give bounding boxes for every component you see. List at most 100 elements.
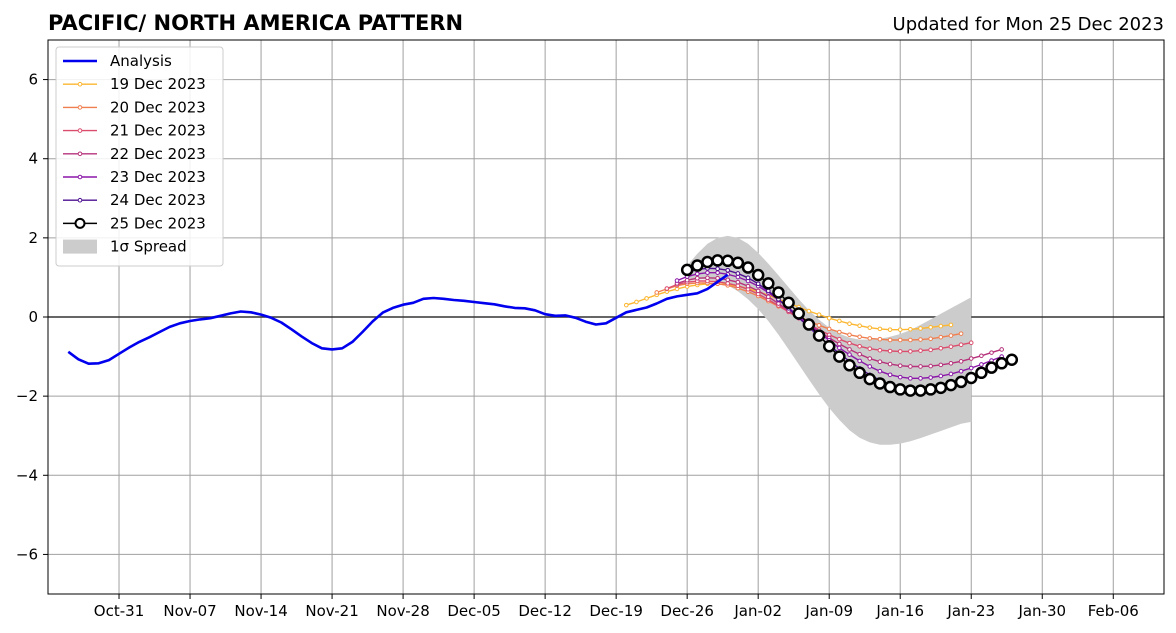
data-point bbox=[954, 375, 968, 389]
data-point bbox=[735, 271, 741, 276]
data-point bbox=[623, 302, 629, 308]
data-point bbox=[847, 340, 852, 346]
data-point bbox=[944, 378, 958, 392]
data-point bbox=[695, 275, 700, 281]
data-point bbox=[938, 362, 944, 368]
legend-entry: 24 Dec 2023 bbox=[63, 191, 206, 209]
data-point bbox=[711, 254, 724, 267]
data-point bbox=[968, 356, 974, 361]
data-point bbox=[826, 326, 832, 332]
y-tick-label: −4 bbox=[16, 466, 38, 484]
data-point bbox=[833, 350, 846, 363]
legend-entry: 19 Dec 2023 bbox=[63, 75, 206, 93]
data-point bbox=[792, 307, 806, 320]
data-point bbox=[725, 277, 731, 283]
data-point bbox=[715, 275, 720, 281]
legend-entry: 22 Dec 2023 bbox=[63, 145, 206, 163]
data-point bbox=[979, 362, 984, 367]
x-tick-label: Jan-30 bbox=[1017, 602, 1066, 620]
data-point bbox=[857, 323, 862, 329]
data-point bbox=[731, 256, 745, 270]
data-point bbox=[684, 277, 690, 283]
data-point bbox=[644, 296, 649, 301]
legend-label: 19 Dec 2023 bbox=[110, 75, 206, 93]
data-point bbox=[857, 334, 862, 340]
data-point bbox=[725, 268, 731, 273]
legend-marker bbox=[74, 217, 86, 229]
legend-marker bbox=[77, 151, 83, 157]
y-tick-label: 0 bbox=[28, 308, 38, 326]
data-point bbox=[776, 301, 781, 306]
data-point bbox=[812, 329, 826, 342]
data-point bbox=[887, 337, 893, 343]
data-point bbox=[968, 340, 974, 346]
data-point bbox=[958, 331, 964, 336]
legend-swatch bbox=[63, 239, 97, 254]
data-point bbox=[928, 324, 933, 330]
x-tick-label: Oct-31 bbox=[94, 602, 144, 620]
data-point bbox=[837, 341, 842, 347]
data-point bbox=[725, 281, 731, 286]
data-point bbox=[715, 266, 720, 272]
data-point bbox=[948, 333, 954, 338]
data-point bbox=[918, 348, 923, 353]
data-point bbox=[745, 275, 751, 281]
data-point bbox=[735, 279, 741, 285]
data-point bbox=[897, 327, 903, 332]
data-point bbox=[755, 281, 761, 287]
x-tick-label: Nov-07 bbox=[163, 602, 216, 620]
legend-entry: 21 Dec 2023 bbox=[63, 122, 206, 140]
data-point bbox=[867, 356, 873, 361]
data-point bbox=[816, 323, 822, 328]
data-point bbox=[782, 296, 795, 310]
data-point bbox=[745, 283, 751, 289]
data-point bbox=[948, 360, 954, 366]
data-point bbox=[887, 348, 893, 354]
data-point bbox=[914, 384, 927, 397]
data-point bbox=[867, 364, 873, 369]
legend-marker bbox=[77, 81, 83, 87]
data-point bbox=[816, 312, 822, 317]
data-point bbox=[877, 326, 883, 332]
x-axis: Oct-31 Nov-07 Nov-14 Nov-21 Nov-28 Dec-05 Dec-… bbox=[94, 594, 1139, 620]
legend-box bbox=[55, 46, 224, 267]
data-point bbox=[705, 270, 710, 275]
data-point bbox=[938, 334, 944, 340]
data-point bbox=[934, 381, 948, 395]
x-tick-label: Jan-23 bbox=[946, 602, 995, 620]
data-point bbox=[873, 377, 887, 390]
data-point bbox=[897, 337, 903, 343]
data-point bbox=[877, 359, 883, 365]
data-point bbox=[908, 337, 913, 343]
data-point bbox=[893, 383, 907, 396]
data-point bbox=[766, 288, 771, 294]
data-point bbox=[857, 351, 862, 357]
data-point bbox=[995, 357, 1008, 370]
legend-label: 24 Dec 2023 bbox=[110, 191, 206, 209]
data-point bbox=[847, 332, 852, 338]
data-point bbox=[948, 371, 954, 377]
series-layer bbox=[67, 254, 1019, 397]
data-point bbox=[847, 347, 852, 352]
legend-entry: 25 Dec 2023 bbox=[63, 214, 206, 232]
data-point bbox=[762, 277, 775, 290]
data-point bbox=[857, 343, 862, 349]
data-point bbox=[735, 283, 741, 289]
data-point bbox=[908, 326, 913, 332]
legend-marker bbox=[77, 105, 83, 110]
legend-label: 1σ Spread bbox=[110, 238, 187, 256]
x-tick-label: Jan-16 bbox=[875, 602, 924, 620]
data-point bbox=[985, 361, 998, 374]
x-tick-label: Nov-28 bbox=[376, 602, 429, 620]
data-point bbox=[877, 336, 883, 342]
data-point bbox=[654, 290, 660, 295]
data-point bbox=[867, 336, 873, 341]
data-point bbox=[863, 372, 877, 386]
legend-entry: 23 Dec 2023 bbox=[63, 168, 206, 186]
data-point bbox=[908, 376, 913, 381]
data-point bbox=[847, 321, 852, 327]
data-point bbox=[867, 346, 873, 351]
data-point bbox=[958, 368, 964, 374]
data-point bbox=[904, 384, 917, 397]
legend: Analysis 19 Dec 2023 20 Dec 2023 21 Dec 202… bbox=[55, 46, 224, 267]
